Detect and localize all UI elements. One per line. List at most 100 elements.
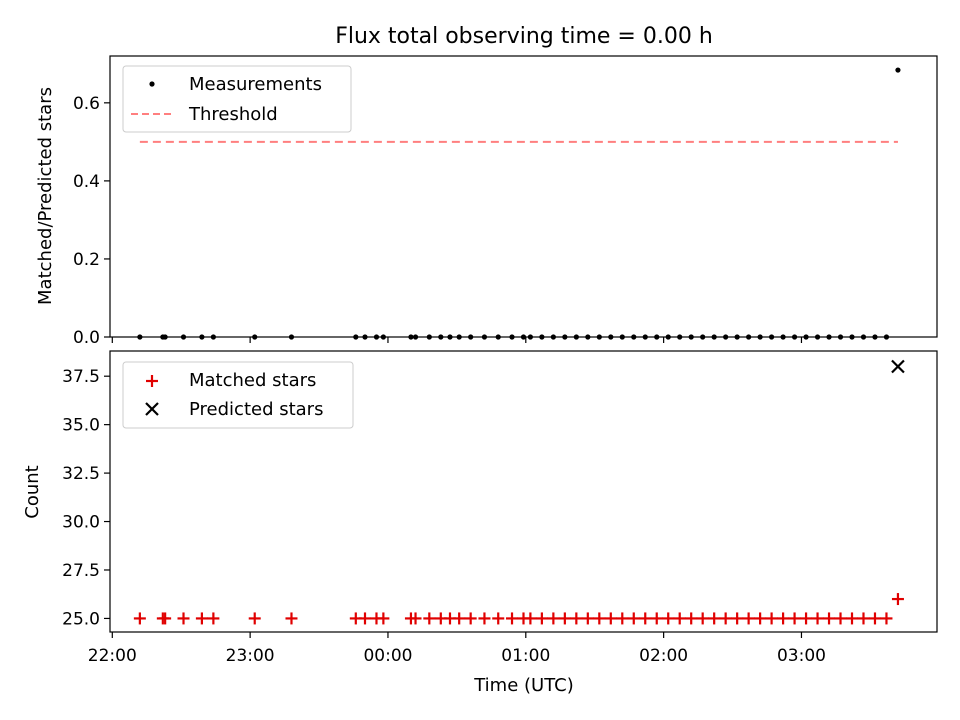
- matched-stars-point: [506, 612, 519, 625]
- predicted-stars-point: [891, 359, 905, 374]
- matched-stars-point: [616, 612, 629, 625]
- matched-stars-point: [423, 612, 436, 625]
- measurement-point: [573, 334, 579, 340]
- measurement-point: [539, 334, 545, 340]
- measurement-point: [137, 334, 143, 340]
- measurement-point: [353, 334, 359, 340]
- matched-stars-point: [811, 612, 824, 625]
- y-tick-label: 0.6: [73, 94, 100, 114]
- matched-stars-point: [581, 612, 594, 625]
- measurement-point: [562, 334, 568, 340]
- measurement-point: [746, 334, 752, 340]
- measurement-point: [826, 334, 832, 340]
- matched-stars-point: [650, 612, 663, 625]
- measurement-point: [734, 334, 740, 340]
- measurement-point: [654, 334, 660, 340]
- count-panel: 25.0 27.5 30.0 32.5 35.0 37.5 22:00 23:00 00:00…: [22, 350, 938, 666]
- y-tick-label: 27.5: [62, 561, 100, 581]
- matched-stars-point: [639, 612, 652, 625]
- legend-predicted-label: Predicted stars: [189, 399, 323, 420]
- matched-stars-point: [453, 612, 466, 625]
- x-tick-label: 02:00: [639, 646, 688, 666]
- measurement-point: [619, 334, 625, 340]
- matched-stars-point: [524, 612, 537, 625]
- measurement-point: [495, 334, 501, 340]
- ratio-legend-box: [122, 65, 352, 133]
- legend-matched-label: Matched stars: [189, 370, 316, 391]
- measurement-point: [665, 334, 671, 340]
- matched-stars-point: [409, 612, 422, 625]
- matched-stars-point: [593, 612, 606, 625]
- measurement-point: [408, 334, 414, 340]
- matched-stars-point: [696, 612, 709, 625]
- measurement-point: [596, 334, 602, 340]
- measurement-point: [700, 334, 706, 340]
- measurement-point: [509, 334, 515, 340]
- y-tick-label: 0.4: [73, 172, 100, 192]
- matched-stars-point: [377, 612, 390, 625]
- matched-stars-point: [547, 612, 560, 625]
- measurement-point: [180, 334, 187, 340]
- matched-stars-point: [719, 612, 732, 625]
- measurement-point: [711, 334, 717, 340]
- matched-stars-point: [662, 612, 675, 625]
- ratio-y-axis-label: Matched/Predicted stars: [35, 87, 56, 305]
- measurement-point: [527, 334, 533, 340]
- matched-stars-point: [478, 612, 491, 625]
- measurement-point: [210, 334, 216, 340]
- measurement-point: [162, 334, 168, 340]
- matched-stars-point: [788, 612, 801, 625]
- measurement-point: [380, 334, 386, 340]
- measurement-point: [520, 334, 527, 340]
- measurement-point: [447, 334, 453, 340]
- measurement-point: [895, 67, 901, 73]
- measurement-point: [468, 334, 474, 340]
- legend-predicted-marker: [145, 402, 159, 416]
- matched-stars-point: [248, 612, 261, 625]
- matched-stars-point: [857, 612, 870, 625]
- measurement-point: [757, 334, 763, 340]
- y-tick-label: 30.0: [62, 513, 100, 533]
- measurement-point: [837, 334, 844, 340]
- legend-measurements-marker: [149, 81, 155, 87]
- matched-stars-point: [708, 612, 721, 625]
- matched-stars-point: [177, 612, 190, 625]
- matched-stars-point: [891, 593, 904, 606]
- measurement-point: [677, 334, 683, 340]
- matched-stars-point: [846, 612, 859, 625]
- measurement-point: [803, 334, 809, 340]
- measurement-point: [585, 334, 591, 340]
- matched-stars-point: [492, 612, 505, 625]
- matched-stars-point: [358, 612, 371, 625]
- measurement-point: [883, 334, 890, 340]
- y-tick-label: 0.0: [73, 328, 100, 348]
- measurement-point: [288, 334, 295, 340]
- matched-stars-point: [880, 612, 893, 625]
- ratio-legend: Measurements Threshold: [122, 65, 352, 133]
- measurement-point: [642, 334, 648, 340]
- x-axis-label: Time (UTC): [473, 675, 574, 696]
- y-tick-label: 35.0: [62, 416, 100, 436]
- measurement-point: [814, 334, 821, 340]
- measurement-point: [550, 334, 556, 340]
- matched-stars-point: [604, 612, 617, 625]
- chart-title: Flux total observing time = 0.00 h: [335, 24, 713, 49]
- measurement-point: [199, 334, 205, 340]
- matched-stars-point: [754, 612, 767, 625]
- matched-stars-point: [285, 612, 298, 625]
- matched-stars-point: [685, 612, 698, 625]
- matched-stars-point: [464, 612, 477, 625]
- matched-stars-point: [834, 612, 847, 625]
- matched-stars-point: [535, 612, 548, 625]
- measurement-point: [723, 334, 729, 340]
- matched-stars-point: [673, 612, 686, 625]
- measurement-point: [456, 334, 462, 340]
- matched-stars-point: [765, 612, 778, 625]
- measurement-point: [252, 334, 258, 340]
- matched-stars-point: [207, 612, 220, 625]
- x-tick-label: 23:00: [226, 646, 275, 666]
- matched-stars-point: [731, 612, 744, 625]
- measurement-point: [481, 334, 488, 340]
- measurement-point: [373, 334, 380, 340]
